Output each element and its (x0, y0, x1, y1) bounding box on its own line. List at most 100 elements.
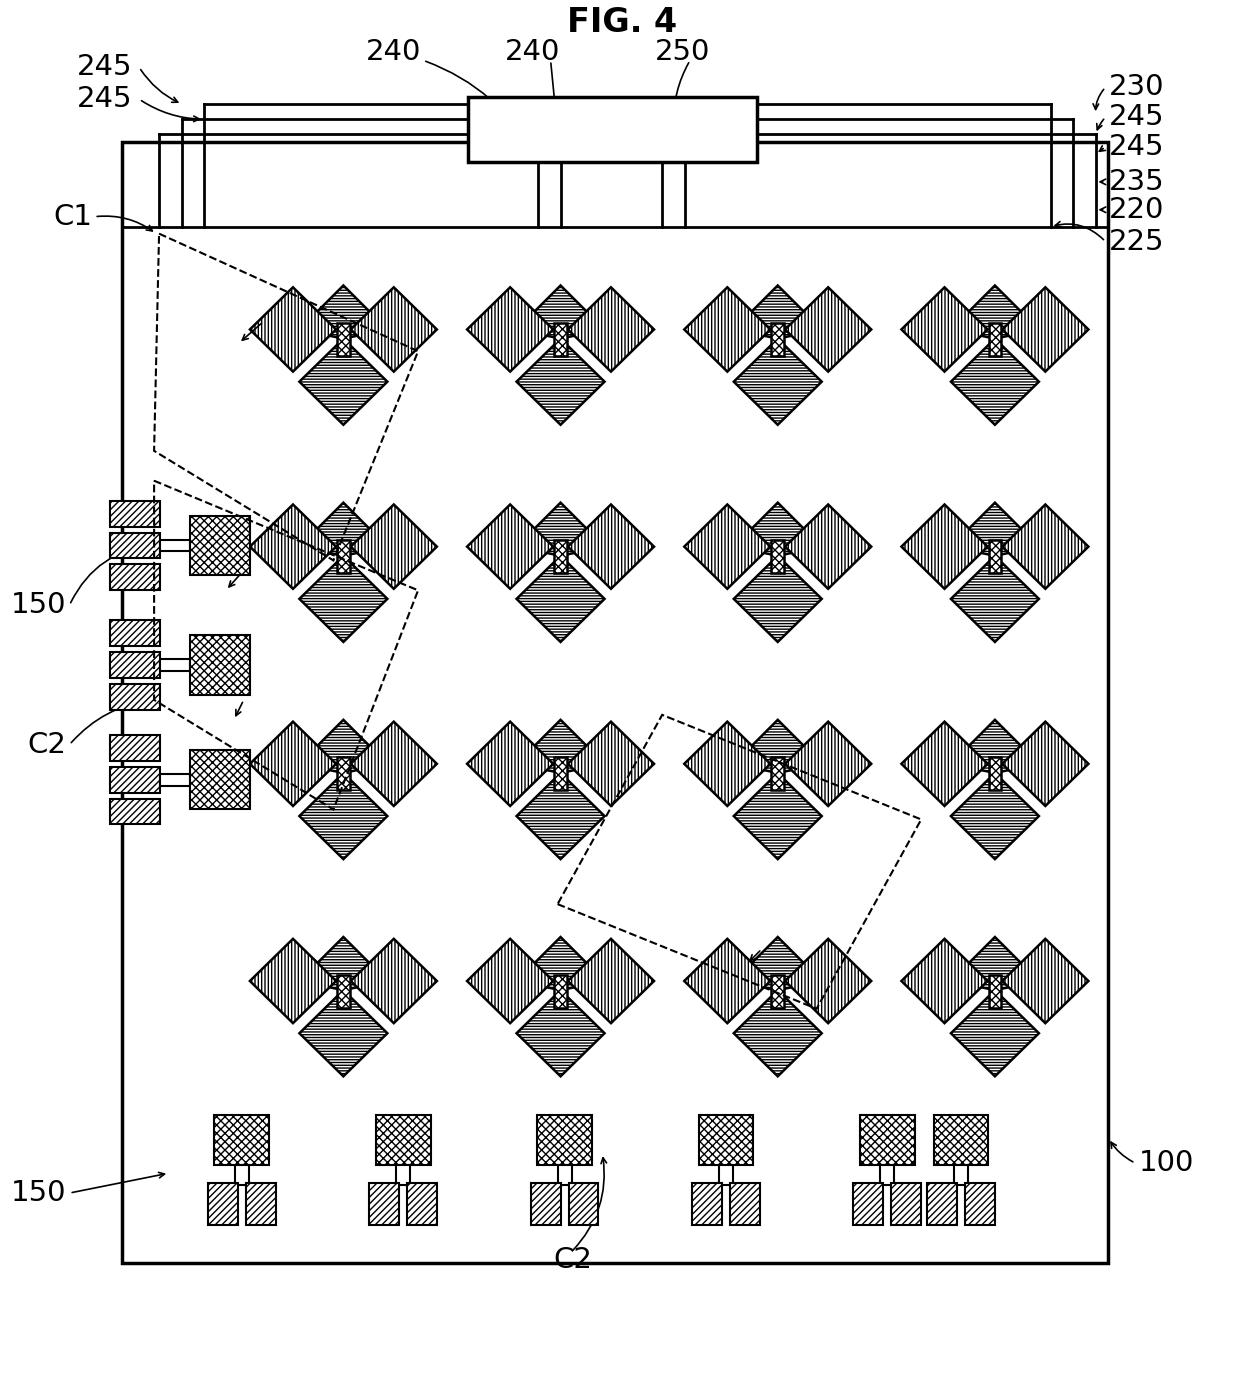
Polygon shape (734, 285, 822, 339)
Polygon shape (250, 939, 336, 1023)
Bar (988, 323, 1002, 356)
Polygon shape (684, 721, 770, 805)
Polygon shape (568, 287, 653, 371)
Text: 235: 235 (1109, 168, 1164, 196)
Bar (337, 323, 350, 356)
Bar (190, 636, 249, 695)
Text: C2: C2 (553, 1245, 591, 1274)
Bar (988, 541, 1002, 574)
Text: 240: 240 (505, 39, 560, 66)
Bar (859, 1116, 915, 1165)
Bar (771, 323, 784, 356)
Bar (246, 1183, 275, 1225)
Text: 245: 245 (77, 54, 133, 81)
Polygon shape (951, 502, 1039, 556)
Polygon shape (785, 505, 872, 589)
Bar (537, 1116, 591, 1165)
Polygon shape (951, 556, 1039, 643)
Bar (771, 541, 784, 574)
Text: 100: 100 (1138, 1149, 1194, 1178)
Polygon shape (351, 721, 436, 805)
Bar (337, 757, 350, 790)
Bar (853, 1183, 883, 1225)
Polygon shape (734, 936, 822, 990)
Bar (467, 97, 756, 161)
Polygon shape (1002, 939, 1089, 1023)
Polygon shape (901, 505, 987, 589)
Polygon shape (517, 774, 605, 859)
Bar (554, 323, 567, 356)
Text: 150: 150 (11, 1179, 67, 1207)
Polygon shape (734, 774, 822, 859)
Polygon shape (951, 339, 1039, 425)
Polygon shape (734, 556, 822, 643)
Bar (215, 1116, 269, 1165)
Polygon shape (951, 774, 1039, 859)
Bar (337, 975, 350, 1008)
Polygon shape (951, 720, 1039, 774)
Polygon shape (467, 721, 553, 805)
Polygon shape (351, 939, 436, 1023)
Polygon shape (684, 939, 770, 1023)
Polygon shape (901, 721, 987, 805)
Polygon shape (785, 287, 872, 371)
Bar (554, 975, 567, 1008)
Bar (337, 541, 350, 574)
Polygon shape (1002, 287, 1089, 371)
Polygon shape (734, 502, 822, 556)
Bar (123, 142, 1109, 1263)
Bar (880, 1165, 894, 1185)
Polygon shape (568, 505, 653, 589)
Text: 225: 225 (1109, 228, 1164, 255)
Text: C2: C2 (27, 731, 67, 758)
Polygon shape (299, 774, 387, 859)
Polygon shape (299, 720, 387, 774)
Polygon shape (467, 939, 553, 1023)
Bar (110, 564, 160, 590)
Text: 230: 230 (1109, 73, 1164, 101)
Polygon shape (467, 287, 553, 371)
Bar (771, 757, 784, 790)
Text: 220: 220 (1109, 196, 1164, 223)
Bar (376, 1116, 430, 1165)
Polygon shape (299, 936, 387, 990)
Bar (234, 1165, 249, 1185)
Polygon shape (684, 505, 770, 589)
Polygon shape (250, 505, 336, 589)
Bar (110, 798, 160, 825)
Bar (407, 1183, 436, 1225)
Bar (554, 757, 567, 790)
Bar (698, 1116, 754, 1165)
Polygon shape (299, 285, 387, 339)
Bar (892, 1183, 921, 1225)
Bar (160, 659, 190, 672)
Bar (110, 621, 160, 647)
Polygon shape (351, 287, 436, 371)
Bar (110, 532, 160, 558)
Polygon shape (467, 505, 553, 589)
Bar (730, 1183, 760, 1225)
Polygon shape (951, 990, 1039, 1077)
Polygon shape (351, 505, 436, 589)
Bar (190, 516, 249, 575)
Text: 240: 240 (366, 39, 420, 66)
Bar (110, 767, 160, 793)
Text: 150: 150 (11, 592, 67, 619)
Polygon shape (517, 990, 605, 1077)
Polygon shape (684, 287, 770, 371)
Polygon shape (1002, 721, 1089, 805)
Polygon shape (734, 990, 822, 1077)
Polygon shape (517, 339, 605, 425)
Polygon shape (568, 721, 653, 805)
Bar (965, 1183, 994, 1225)
Bar (928, 1183, 957, 1225)
Polygon shape (1002, 505, 1089, 589)
Bar (110, 501, 160, 527)
Bar (771, 975, 784, 1008)
Text: 245: 245 (77, 85, 133, 113)
Bar (719, 1165, 733, 1185)
Polygon shape (299, 339, 387, 425)
Polygon shape (250, 721, 336, 805)
Polygon shape (517, 502, 605, 556)
Bar (110, 735, 160, 761)
